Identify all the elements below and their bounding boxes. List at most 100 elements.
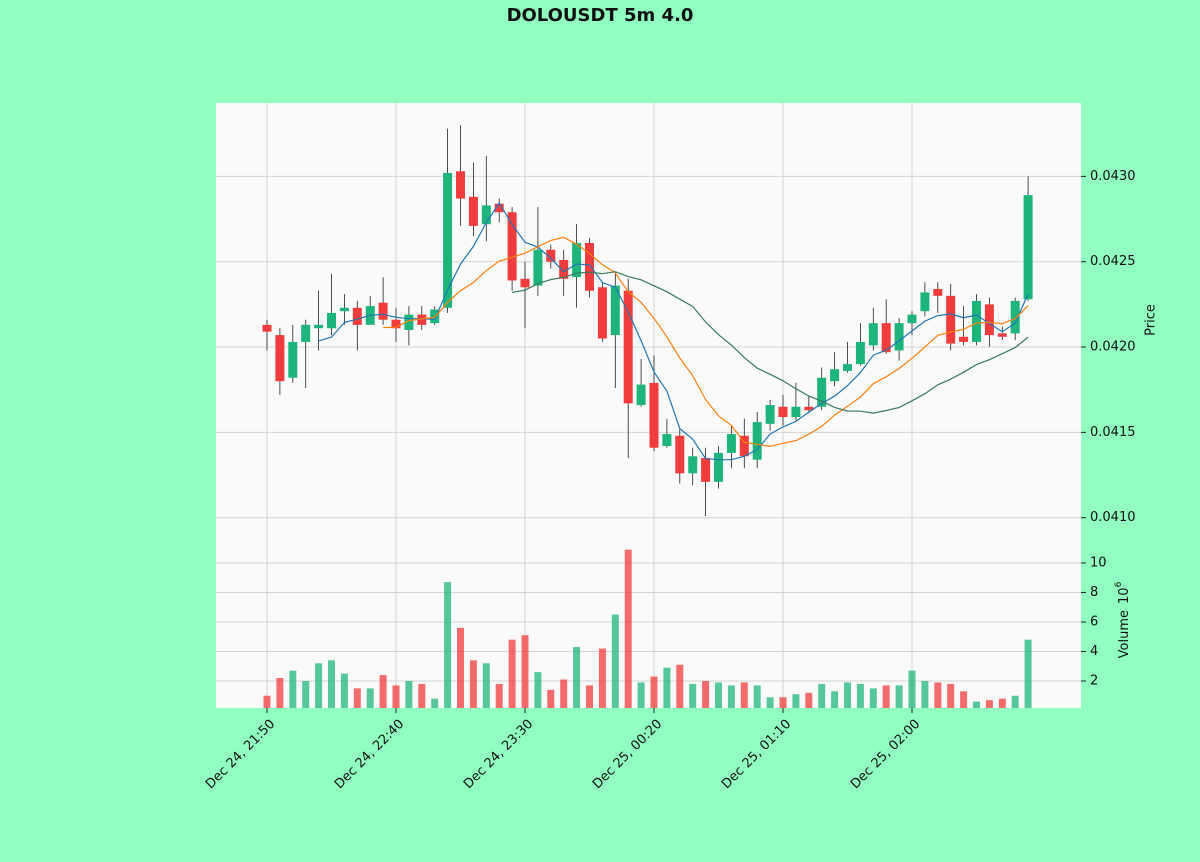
- candle-body: [507, 212, 517, 281]
- candle-body: [623, 290, 633, 404]
- candle-body: [301, 324, 311, 342]
- volume-bar: [766, 697, 774, 708]
- volume-bar: [805, 692, 813, 708]
- volume-bar: [598, 648, 606, 708]
- candle-body: [456, 171, 465, 199]
- volume-bar: [418, 683, 426, 708]
- candle-body: [675, 435, 685, 474]
- y-tick-label: 0.0430: [1090, 169, 1136, 184]
- volume-bar: [1024, 639, 1032, 708]
- volume-bar: [366, 688, 374, 708]
- volume-bar: [779, 697, 787, 708]
- volume-tick-label: 2: [1090, 673, 1098, 688]
- candle-body: [778, 406, 788, 418]
- y-tick-label: 0.0420: [1090, 340, 1136, 355]
- volume-bar: [947, 683, 955, 708]
- volume-bar: [315, 663, 323, 708]
- candle-body: [830, 369, 840, 382]
- volume-bar: [856, 683, 864, 708]
- volume-bar: [547, 689, 555, 708]
- candle-body: [662, 434, 672, 447]
- candle-body: [352, 307, 362, 325]
- volume-bar: [727, 685, 735, 708]
- volume-bar: [895, 685, 903, 708]
- candle-body: [430, 309, 440, 324]
- candle-body: [868, 323, 878, 346]
- volume-bar: [495, 683, 503, 708]
- candle-body: [881, 323, 891, 353]
- candle-body: [443, 172, 453, 308]
- volume-bar: [818, 683, 826, 708]
- y-tick-label: 0.0425: [1090, 254, 1136, 269]
- volume-bar: [753, 685, 761, 708]
- candle-body: [262, 324, 272, 332]
- candle-body: [933, 289, 943, 296]
- volume-bar: [650, 676, 658, 708]
- candle-body: [520, 278, 530, 288]
- candle-body: [959, 336, 969, 342]
- volume-bar: [469, 660, 477, 708]
- candle-body: [559, 260, 569, 279]
- volume-bar: [792, 694, 800, 708]
- volume-scale-exp: 6: [1114, 581, 1124, 587]
- candle-body: [275, 335, 285, 382]
- candle-body: [843, 364, 852, 371]
- volume-bar: [405, 680, 413, 708]
- volume-scale: 10: [1117, 587, 1132, 604]
- volume-tick-label: 10: [1090, 555, 1107, 570]
- volume-bar: [844, 682, 851, 708]
- volume-bar: [676, 664, 684, 708]
- candle-body: [314, 324, 324, 329]
- volume-tick-label: 6: [1090, 614, 1098, 629]
- chart-title: DOLOUSDT 5m 4.0: [507, 5, 694, 26]
- volume-bar: [431, 698, 439, 708]
- candle-body: [339, 307, 349, 312]
- candle-body: [804, 406, 814, 411]
- volume-bar: [482, 663, 490, 708]
- candle-body: [791, 406, 801, 418]
- candle-body: [946, 295, 956, 344]
- volume-bar: [973, 701, 980, 708]
- volume-bar: [637, 682, 645, 708]
- candle-body: [894, 323, 904, 351]
- candle-body: [327, 312, 336, 329]
- candle-body: [636, 384, 646, 406]
- candle-body: [714, 452, 723, 482]
- volume-bar: [960, 691, 968, 708]
- volume-bar: [444, 582, 452, 708]
- candle-body: [1023, 195, 1033, 300]
- candle-body: [649, 382, 659, 448]
- volume-bar: [882, 685, 890, 708]
- volume-bar: [611, 614, 619, 708]
- volume-bar: [921, 680, 929, 708]
- volume-bar: [985, 700, 993, 708]
- candle-body: [688, 456, 698, 474]
- candle-body: [585, 242, 594, 291]
- candle-body: [997, 333, 1007, 337]
- volume-bar: [586, 685, 593, 708]
- candle-body: [701, 457, 711, 482]
- volume-bar: [379, 675, 387, 708]
- candle-body: [481, 205, 491, 225]
- volume-bar: [534, 672, 542, 708]
- volume-bar: [573, 647, 581, 708]
- volume-bar: [740, 682, 748, 708]
- volume-bar: [457, 627, 464, 708]
- plot-area: [216, 103, 1081, 708]
- candle-body: [817, 377, 827, 407]
- volume-bar: [392, 685, 400, 708]
- candle-body: [288, 341, 298, 378]
- candle-body: [855, 341, 865, 365]
- candle-body: [739, 435, 749, 457]
- candle-body: [391, 319, 401, 329]
- volume-label: Volume: [1117, 610, 1132, 658]
- volume-bar: [276, 678, 284, 708]
- volume-bar: [353, 688, 361, 708]
- volume-axis-label: Volume 106: [1114, 581, 1132, 658]
- candle-body: [752, 422, 762, 460]
- candle-body: [920, 292, 930, 312]
- volume-bar: [663, 667, 671, 708]
- volume-bar: [624, 549, 632, 708]
- candle-body: [404, 314, 414, 330]
